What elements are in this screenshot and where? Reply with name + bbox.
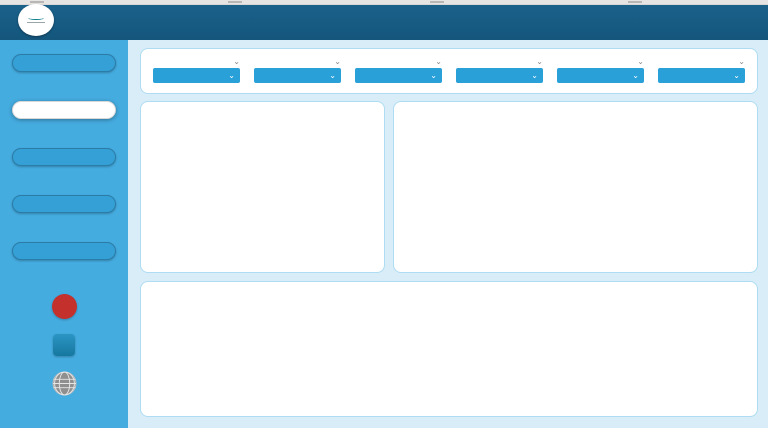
treemap-tile[interactable] <box>147 112 155 193</box>
sidebar <box>0 40 128 428</box>
bar-chart <box>394 110 757 272</box>
globe-icon[interactable] <box>52 371 77 396</box>
chevron-down-icon[interactable]: ⌄ <box>435 57 442 66</box>
sidebar-item-promo-analysis[interactable] <box>12 195 116 213</box>
logo <box>18 4 54 36</box>
charts-row <box>140 101 758 273</box>
artifact-mark <box>430 1 444 3</box>
chevron-down-icon[interactable]: ⌄ <box>738 57 745 66</box>
chevron-down-icon[interactable]: ⌄ <box>637 57 644 66</box>
linkedin-icon[interactable] <box>53 334 75 356</box>
chevron-down-icon: ⌄ <box>228 70 235 80</box>
chart-title <box>141 102 384 110</box>
artifact-mark <box>228 1 242 3</box>
sidebar-item-month-analysis[interactable] <box>12 242 116 260</box>
header <box>0 4 768 40</box>
slicer-dropdown[interactable]: ⌄ <box>557 68 644 83</box>
treemap-tile[interactable] <box>167 195 175 266</box>
slicer-dropdown[interactable]: ⌄ <box>658 68 745 83</box>
chevron-down-icon: ⌄ <box>632 70 639 80</box>
artifact-mark <box>30 1 44 3</box>
chevron-down-icon: ⌄ <box>430 70 437 80</box>
main-area: ⌄ ⌄ ⌄ ⌄ ⌄ ⌄ ⌄ ⌄ ⌄ ⌄ <box>128 40 768 428</box>
chart-title <box>394 102 757 110</box>
slicer-month-name: ⌄ ⌄ <box>254 57 341 83</box>
top-strip <box>0 0 768 5</box>
profit-bar-panel <box>393 101 758 273</box>
social-links <box>51 294 77 396</box>
chevron-down-icon: ⌄ <box>733 70 740 80</box>
slicer-dropdown[interactable]: ⌄ <box>254 68 341 83</box>
cost-treemap-panel <box>140 101 385 273</box>
artifact-mark <box>628 1 642 3</box>
slicer-dropdown[interactable]: ⌄ <box>355 68 442 83</box>
content: ⌄ ⌄ ⌄ ⌄ ⌄ ⌄ ⌄ ⌄ ⌄ ⌄ <box>0 40 768 428</box>
sidebar-item-overview[interactable] <box>12 54 116 72</box>
chart-title <box>141 282 757 290</box>
gross-sales-panel <box>140 281 758 417</box>
slicer-flight-type: ⌄ ⌄ <box>557 57 644 83</box>
sidebar-item-airline-analysis[interactable] <box>12 101 116 119</box>
chevron-down-icon: ⌄ <box>531 70 538 80</box>
treemap-chart <box>147 112 378 266</box>
chevron-down-icon[interactable]: ⌄ <box>233 57 240 66</box>
slicer-promo-type: ⌄ ⌄ <box>658 57 745 83</box>
chevron-down-icon[interactable]: ⌄ <box>536 57 543 66</box>
logo-swoosh-icon <box>28 16 44 20</box>
treemap-tile[interactable] <box>157 195 165 266</box>
slicer-customer-type: ⌄ ⌄ <box>456 57 543 83</box>
slicer-dropdown[interactable]: ⌄ <box>456 68 543 83</box>
filters-panel: ⌄ ⌄ ⌄ ⌄ ⌄ ⌄ ⌄ ⌄ ⌄ ⌄ <box>140 48 758 94</box>
treemap-tile[interactable] <box>167 112 175 193</box>
chevron-down-icon[interactable]: ⌄ <box>334 57 341 66</box>
treemap-tile[interactable] <box>157 112 165 193</box>
slicer-year: ⌄ ⌄ <box>153 57 240 83</box>
logo-tagline <box>27 22 45 23</box>
youtube-icon[interactable] <box>51 294 77 319</box>
chevron-down-icon: ⌄ <box>329 70 336 80</box>
sidebar-item-aircraft-analysis[interactable] <box>12 148 116 166</box>
slicer-aircraft-type: ⌄ ⌄ <box>355 57 442 83</box>
slicer-dropdown[interactable]: ⌄ <box>153 68 240 83</box>
treemap-tile[interactable] <box>147 195 155 266</box>
area-chart <box>141 290 757 416</box>
